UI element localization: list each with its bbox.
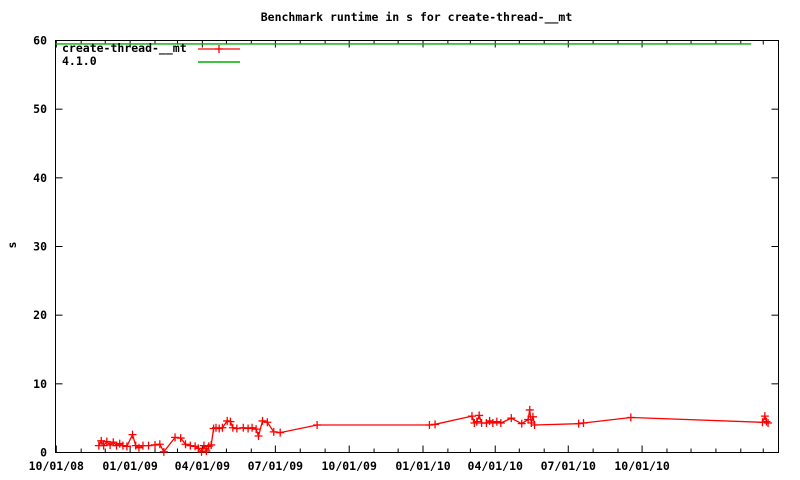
svg-text:40: 40: [33, 171, 47, 185]
svg-text:04/01/10: 04/01/10: [468, 459, 523, 473]
svg-text:04/01/09: 04/01/09: [175, 459, 230, 473]
svg-text:20: 20: [33, 308, 47, 322]
chart-title: Benchmark runtime in s for create-thread…: [260, 10, 573, 24]
svg-text:50: 50: [33, 102, 47, 116]
svg-text:30: 30: [33, 240, 47, 254]
legend: create-thread-__mt 4.1.0: [62, 42, 242, 68]
svg-text:07/01/09: 07/01/09: [248, 459, 303, 473]
legend-entry-create-thread: create-thread-__mt: [62, 42, 242, 55]
svg-text:10/01/10: 10/01/10: [614, 459, 669, 473]
legend-label-create-thread: create-thread-__mt: [62, 41, 187, 55]
legend-label-4-1-0: 4.1.0: [62, 54, 97, 68]
svg-text:07/01/10: 07/01/10: [541, 459, 596, 473]
legend-sample-line-red: [198, 44, 240, 53]
y-axis-label: s: [5, 241, 19, 249]
svg-text:10/01/08: 10/01/08: [29, 459, 84, 473]
svg-text:01/01/10: 01/01/10: [395, 459, 450, 473]
legend-sample-line-green: [198, 60, 240, 63]
svg-text:0: 0: [40, 446, 47, 460]
legend-entry-4-1-0: 4.1.0: [62, 55, 242, 68]
svg-text:10: 10: [33, 377, 47, 391]
svg-text:60: 60: [33, 34, 47, 48]
svg-text:01/01/09: 01/01/09: [102, 459, 157, 473]
svg-text:10/01/09: 10/01/09: [321, 459, 376, 473]
